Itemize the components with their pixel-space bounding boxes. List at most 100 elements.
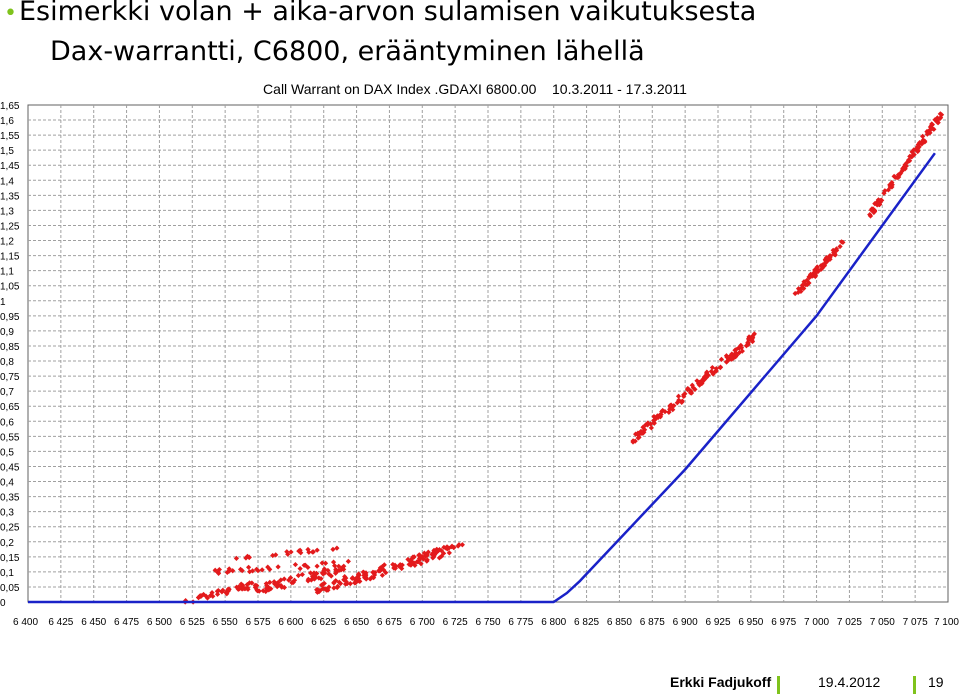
market-price-point xyxy=(429,551,435,557)
y-tick-label: 0,15 xyxy=(0,553,20,564)
market-price-point xyxy=(349,575,355,581)
market-price-point xyxy=(415,559,421,565)
x-axis-ticks: 6 400 6 425 6 450 6 475 6 500 6 525 6 550 6 575… xyxy=(13,617,959,628)
y-tick-label: 1,35 xyxy=(0,191,20,202)
market-price-point xyxy=(279,584,285,590)
market-price-point xyxy=(638,428,644,435)
market-price-point xyxy=(343,575,349,581)
market-price-point xyxy=(405,556,411,563)
market-price-point xyxy=(882,188,888,194)
market-price-point xyxy=(286,577,292,583)
y-tick-label: 1,5 xyxy=(0,146,14,157)
market-price-point xyxy=(216,566,222,573)
market-price-point xyxy=(911,152,917,158)
x-tick-label: 6 750 xyxy=(475,617,500,628)
market-price-point xyxy=(308,570,314,576)
market-price-point xyxy=(313,570,320,577)
x-tick-label: 6 500 xyxy=(147,617,172,628)
market-price-point xyxy=(801,279,807,285)
market-price-point xyxy=(264,583,270,589)
market-price-point xyxy=(398,562,404,568)
market-price-point xyxy=(430,555,436,561)
market-price-point xyxy=(889,184,895,190)
chart-title: Call Warrant on DAX Index .GDAXI 6800.00… xyxy=(263,81,687,97)
market-price-point xyxy=(823,255,830,261)
market-price-point xyxy=(840,239,846,245)
market-price-point xyxy=(653,415,659,421)
footer-date: 19.4.2012 xyxy=(818,674,881,690)
market-price-point xyxy=(441,550,447,556)
market-price-point xyxy=(692,386,698,392)
market-price-point xyxy=(811,272,817,278)
market-price-point xyxy=(438,547,444,554)
market-price-point xyxy=(256,588,262,594)
market-price-point xyxy=(418,561,424,567)
market-price-point xyxy=(410,560,416,566)
market-price-point xyxy=(239,567,245,574)
market-price-point xyxy=(216,570,222,576)
market-price-point xyxy=(655,414,661,421)
market-price-point xyxy=(915,147,921,153)
market-price-point xyxy=(696,379,702,385)
market-price-point xyxy=(666,409,672,415)
market-price-point xyxy=(733,351,740,357)
market-price-point xyxy=(322,586,328,592)
market-price-point xyxy=(305,576,311,582)
market-price-point xyxy=(738,345,745,351)
market-price-point xyxy=(808,271,814,277)
market-price-point xyxy=(347,581,353,587)
intrinsic-value-line xyxy=(28,152,936,604)
market-price-point xyxy=(669,403,675,409)
market-price-point xyxy=(812,270,818,276)
market-price-point xyxy=(662,408,668,415)
market-price-point xyxy=(281,576,287,582)
market-price-point xyxy=(826,256,832,262)
market-price-point xyxy=(314,547,320,553)
x-tick-label: 6 675 xyxy=(377,617,402,628)
market-price-point xyxy=(728,353,734,359)
market-price-point xyxy=(245,564,252,570)
y-tick-label: 1,15 xyxy=(0,252,20,263)
market-price-point xyxy=(198,593,205,599)
market-price-point xyxy=(299,571,305,578)
market-price-point xyxy=(438,553,445,559)
market-price-point xyxy=(909,153,915,159)
market-price-point xyxy=(417,554,423,560)
market-price-point xyxy=(795,289,801,295)
market-price-point xyxy=(651,417,657,424)
market-price-point xyxy=(895,174,901,180)
market-price-point xyxy=(245,586,251,592)
market-price-point xyxy=(288,575,294,581)
market-price-point xyxy=(837,243,843,250)
market-price-point xyxy=(751,331,757,337)
x-tick-label: 6 625 xyxy=(311,617,336,628)
market-price-point xyxy=(238,581,244,587)
market-price-point xyxy=(255,568,261,574)
market-price-point xyxy=(687,390,694,396)
market-price-point xyxy=(367,576,373,582)
market-price-point xyxy=(670,407,676,413)
market-price-point xyxy=(381,567,387,573)
market-price-point xyxy=(241,585,247,591)
market-price-point xyxy=(891,173,897,179)
market-price-point xyxy=(281,584,288,591)
market-price-point xyxy=(209,590,215,596)
market-price-point xyxy=(459,542,465,548)
market-price-point xyxy=(648,425,654,431)
footer-divider xyxy=(777,676,780,694)
market-price-point xyxy=(312,575,318,581)
market-price-point xyxy=(700,376,706,382)
market-price-point xyxy=(339,565,345,571)
market-price-point xyxy=(674,400,680,406)
market-price-point xyxy=(318,576,324,582)
y-tick-label: 1,05 xyxy=(0,282,20,293)
market-price-point xyxy=(383,570,389,576)
market-price-point xyxy=(356,575,362,582)
market-price-point xyxy=(390,561,396,568)
market-price-point xyxy=(399,565,405,572)
market-price-point xyxy=(371,575,377,581)
y-tick-label: 1,1 xyxy=(0,267,14,278)
y-tick-label: 0,2 xyxy=(0,538,14,549)
market-price-point xyxy=(798,286,804,292)
y-tick-label: 0,5 xyxy=(0,447,14,458)
